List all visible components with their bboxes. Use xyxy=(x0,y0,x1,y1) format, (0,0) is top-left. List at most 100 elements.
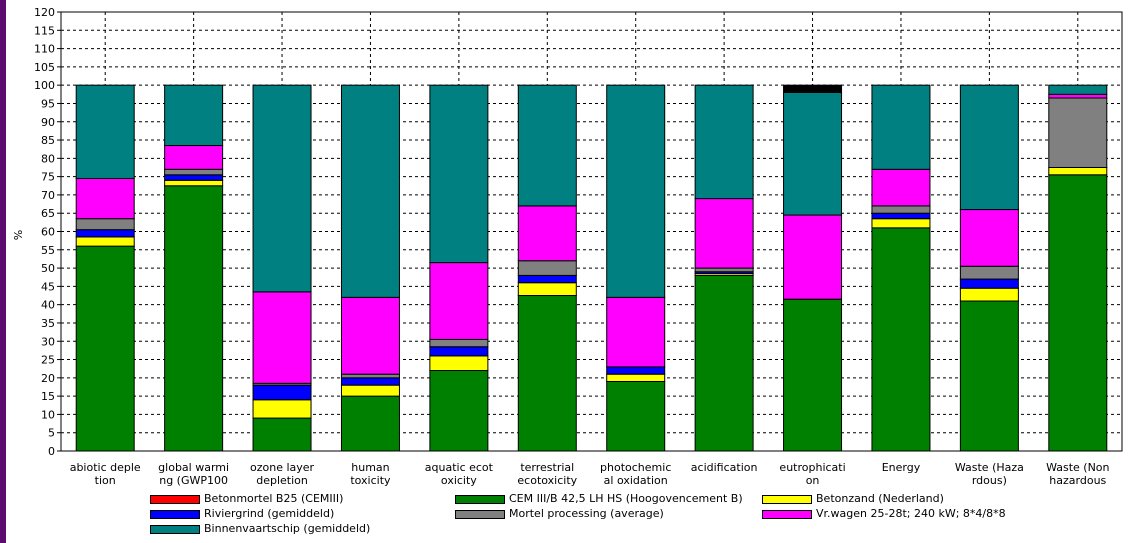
bar-segment xyxy=(340,296,400,375)
y-tick-label: 90 xyxy=(41,116,55,129)
y-tick-label: 55 xyxy=(41,244,55,257)
y-tick-label: 65 xyxy=(41,207,55,220)
y-axis-label: % xyxy=(12,230,25,240)
bar-segment xyxy=(340,373,400,379)
bar-segment xyxy=(164,174,224,181)
bar-segment xyxy=(783,214,843,300)
x-tick-label: photochemic xyxy=(600,461,671,474)
bar-segment xyxy=(959,84,1019,211)
y-tick-label: 40 xyxy=(41,299,55,312)
x-tick-label: human xyxy=(351,461,389,474)
x-tick-label: Waste (Haza xyxy=(955,461,1024,474)
bar-segment xyxy=(783,298,843,452)
bar-segment xyxy=(252,84,312,293)
y-tick-label: 20 xyxy=(41,372,55,385)
x-tick-label: aquatic ecot xyxy=(425,461,494,474)
x-tick-label: depletion xyxy=(256,474,308,487)
bar-segment xyxy=(871,212,931,220)
y-tick-label: 15 xyxy=(41,390,55,403)
bar-segment xyxy=(694,84,754,200)
bar-segment xyxy=(75,236,135,247)
bar-segment xyxy=(694,267,754,273)
bar-segment xyxy=(959,287,1019,302)
y-tick-label: 115 xyxy=(34,24,55,37)
bar-segment xyxy=(164,185,224,452)
x-tick-label: Waste (Non xyxy=(1046,461,1109,474)
x-tick-label: Energy xyxy=(882,461,921,474)
bar-segment xyxy=(517,295,577,452)
bar-segment xyxy=(959,278,1019,289)
bar-segment xyxy=(75,229,135,238)
y-tick-label: 0 xyxy=(48,445,55,458)
bar-segment xyxy=(340,395,400,452)
x-tick-label: hazardous xyxy=(1049,474,1106,487)
bar-segment xyxy=(164,84,224,147)
x-tick-label: global warmi xyxy=(158,461,229,474)
y-tick-label: 105 xyxy=(34,61,55,74)
x-tick-label: ozone layer xyxy=(250,461,315,474)
x-tick-label: acidification xyxy=(691,461,758,474)
bar-segment xyxy=(429,84,489,264)
bar-segment xyxy=(871,205,931,214)
x-tick-label: rdous) xyxy=(972,474,1007,487)
bar-segment xyxy=(959,265,1019,280)
bar-segment xyxy=(340,84,400,298)
y-tick-label: 80 xyxy=(41,152,55,165)
window-frame-strip xyxy=(0,0,6,543)
bar-segment xyxy=(1048,84,1108,95)
y-tick-label: 75 xyxy=(41,171,55,184)
x-tick-label: abiotic deple xyxy=(70,461,141,474)
x-tick-label: terrestrial xyxy=(520,461,574,474)
bar-segment xyxy=(429,355,489,372)
y-tick-label: 45 xyxy=(41,280,55,293)
bar-segment xyxy=(517,282,577,297)
bar-segment xyxy=(871,84,931,170)
bar-segment xyxy=(517,84,577,207)
y-tick-label: 85 xyxy=(41,134,55,147)
y-tick-label: 100 xyxy=(34,79,55,92)
x-tick-label: tion xyxy=(95,474,116,487)
bars xyxy=(75,84,1108,452)
bar-segment xyxy=(694,274,754,452)
axes xyxy=(57,11,1123,452)
plot-frame xyxy=(60,11,1123,452)
bar-segment xyxy=(1048,93,1108,99)
bar-segment xyxy=(871,168,931,207)
y-tick-label: 70 xyxy=(41,189,55,202)
bar-segment xyxy=(252,417,312,452)
y-tick-label: 10 xyxy=(41,408,55,421)
x-tick-label: eutrophicati xyxy=(779,461,845,474)
y-tick-label: 60 xyxy=(41,226,55,239)
bar-segment xyxy=(1048,166,1108,176)
x-tick-label: al oxidation xyxy=(604,474,668,487)
bar-segment xyxy=(517,274,577,284)
bar-segment xyxy=(75,245,135,452)
bar-segment xyxy=(429,262,489,340)
bar-segment xyxy=(694,198,754,269)
x-tick-label: on xyxy=(806,474,820,487)
bar-segment xyxy=(517,260,577,276)
y-tick-label: 50 xyxy=(41,262,55,275)
bar-segment xyxy=(606,373,666,382)
y-tick-label: 30 xyxy=(41,335,55,348)
y-tick-label: 25 xyxy=(41,354,55,367)
bar-segment xyxy=(164,168,224,176)
bar-segment xyxy=(959,209,1019,267)
y-tick-label: 5 xyxy=(48,427,55,440)
bar-segment xyxy=(429,346,489,357)
bar-segment xyxy=(606,380,666,452)
bar-segment xyxy=(340,384,400,397)
x-tick-label: ecotoxicity xyxy=(517,474,577,487)
y-tick-label: 110 xyxy=(34,43,55,56)
bar-segment xyxy=(1048,174,1108,452)
bar-segment xyxy=(517,205,577,262)
bar-segment xyxy=(783,91,843,216)
bar-segment xyxy=(252,399,312,419)
bar-segment xyxy=(164,179,224,187)
x-tick-label: ng (GWP100 xyxy=(159,474,228,487)
bar-segment xyxy=(871,218,931,229)
x-tick-label: toxicity xyxy=(350,474,391,487)
x-tick-label: oxicity xyxy=(441,474,477,487)
bar-segment xyxy=(252,384,312,401)
